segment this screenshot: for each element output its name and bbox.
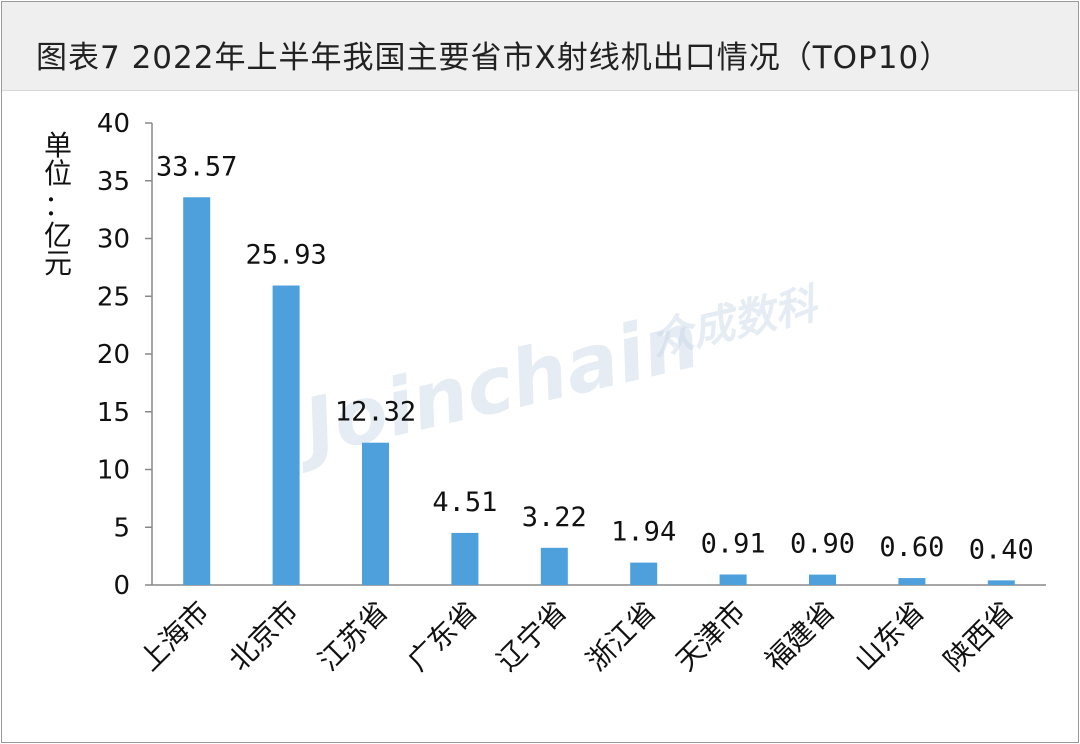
bar-8 — [898, 578, 926, 585]
data-labels: 33.57 25.93 12.32 4.51 3.22 1.94 0.91 0.90 0.60 0… — [156, 151, 1034, 565]
y-tick-label: 15 — [97, 398, 130, 428]
y-axis-unit-label: 单位：亿元 — [44, 129, 72, 280]
bar-1 — [272, 285, 300, 585]
chart-title: 图表7 2022年上半年我国主要省市X射线机出口情况（TOP10） — [36, 40, 952, 76]
axes: 0 5 10 15 20 25 30 35 40 — [97, 109, 1046, 601]
bars — [183, 197, 1015, 586]
category-label-8: 山东省 — [848, 595, 931, 678]
data-label-2: 12.32 — [335, 397, 416, 428]
y-tick-label: 30 — [97, 225, 130, 255]
title-bar: 图表7 2022年上半年我国主要省市X射线机出口情况（TOP10） — [2, 2, 1078, 91]
data-label-8: 0.60 — [879, 532, 944, 563]
category-label-2: 江苏省 — [312, 595, 395, 678]
y-tick-label: 40 — [97, 109, 130, 139]
y-tick-label: 20 — [97, 340, 130, 370]
y-tick-label: 0 — [113, 571, 130, 601]
bar-9 — [987, 580, 1015, 585]
category-label-3: 广东省 — [401, 595, 484, 678]
bar-7 — [809, 574, 836, 585]
data-label-3: 4.51 — [432, 487, 497, 518]
category-label-5: 浙江省 — [580, 595, 663, 678]
category-label-4: 辽宁省 — [491, 595, 574, 678]
watermark-brand: 众成数科 — [646, 279, 824, 365]
category-label-0: 上海市 — [133, 595, 216, 678]
data-label-9: 0.40 — [969, 534, 1034, 565]
category-label-7: 福建省 — [759, 595, 842, 678]
category-label-1: 北京市 — [222, 595, 305, 678]
category-labels: 上海市 北京市 江苏省 广东省 辽宁省 浙江省 天津市 福建省 山东省 陕西省 — [133, 595, 1020, 678]
watermark-text: Joinchain — [283, 295, 707, 476]
data-label-5: 1.94 — [611, 517, 676, 548]
category-label-6: 天津市 — [669, 595, 752, 678]
y-tick-label: 35 — [97, 167, 130, 197]
data-label-4: 3.22 — [522, 502, 587, 533]
y-tick-label: 10 — [97, 456, 130, 486]
bar-5 — [630, 562, 658, 585]
bar-2 — [362, 442, 389, 585]
data-label-1: 25.93 — [245, 240, 326, 271]
bar-0 — [183, 197, 211, 586]
bar-6 — [719, 574, 747, 585]
y-tick-label: 5 — [113, 513, 130, 543]
category-label-9: 陕西省 — [938, 595, 1021, 678]
bar-3 — [451, 532, 479, 585]
data-label-7: 0.90 — [790, 529, 855, 560]
y-tick-label: 25 — [97, 282, 130, 312]
y-axis-label: 单位：亿元 — [44, 129, 72, 280]
data-label-6: 0.91 — [701, 528, 766, 559]
bar-4 — [540, 547, 568, 585]
data-label-0: 33.57 — [156, 151, 237, 182]
